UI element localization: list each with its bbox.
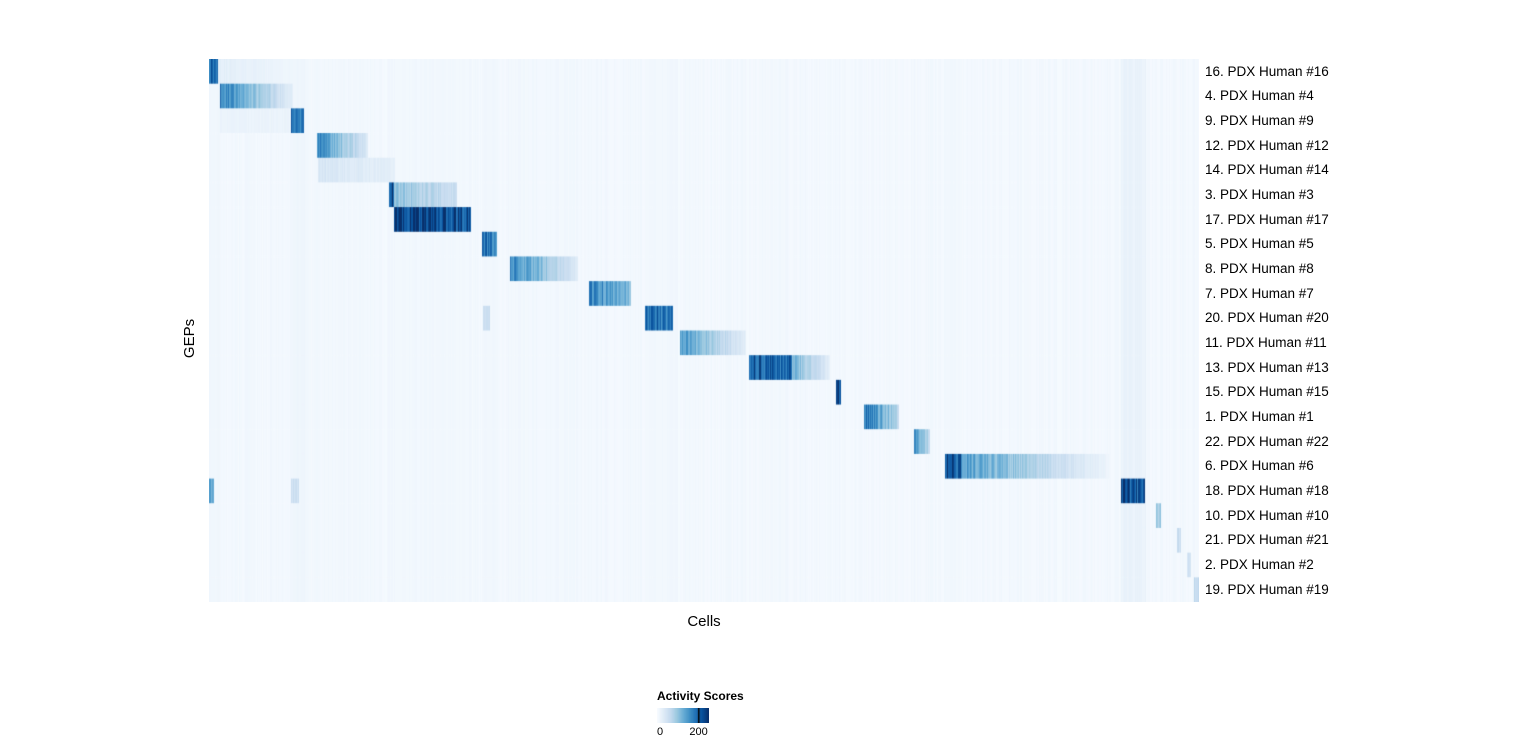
row-label: 10. PDX Human #10	[1205, 507, 1329, 523]
row-label: 7. PDX Human #7	[1205, 285, 1314, 301]
row-label: 6. PDX Human #6	[1205, 458, 1314, 474]
row-label: 2. PDX Human #2	[1205, 557, 1314, 573]
legend-title: Activity Scores	[657, 689, 744, 703]
row-labels: 16. PDX Human #16 4. PDX Human #4 9. PDX H…	[1205, 59, 1405, 602]
x-axis-label: Cells	[687, 613, 721, 630]
row-label: 16. PDX Human #16	[1205, 63, 1329, 79]
legend-max-label: 200	[689, 726, 708, 738]
row-label: 18. PDX Human #18	[1205, 483, 1329, 498]
row-label: 8. PDX Human #8	[1205, 260, 1314, 276]
legend-ticks: 0 200	[657, 726, 709, 740]
row-label: 21. PDX Human #21	[1205, 532, 1329, 548]
row-label: 15. PDX Human #15	[1205, 384, 1329, 400]
legend-gradient-bar	[657, 708, 709, 723]
row-label: 9. PDX Human #9	[1205, 112, 1314, 128]
row-label: 13. PDX Human #13	[1205, 359, 1329, 375]
row-label: 5. PDX Human #5	[1205, 236, 1314, 252]
row-label: 12. PDX Human #12	[1205, 137, 1329, 153]
legend-bar-wrap	[657, 708, 709, 723]
y-axis-label: GEPs	[181, 318, 199, 359]
row-label: 20. PDX Human #20	[1205, 310, 1329, 326]
row-label: 11. PDX Human #11	[1205, 334, 1327, 350]
row-label: 22. PDX Human #22	[1205, 433, 1329, 449]
row-label: 1. PDX Human #1	[1205, 408, 1314, 424]
heatmap-canvas	[209, 59, 1199, 602]
legend-min-label: 0	[657, 726, 664, 738]
legend: Activity Scores 0 200	[657, 689, 797, 740]
row-label: 4. PDX Human #4	[1205, 88, 1314, 104]
row-label: 19. PDX Human #19	[1205, 581, 1329, 597]
row-label: 17. PDX Human #17	[1205, 211, 1329, 227]
row-label: 3. PDX Human #3	[1205, 186, 1314, 202]
row-label: 14. PDX Human #14	[1205, 162, 1329, 178]
